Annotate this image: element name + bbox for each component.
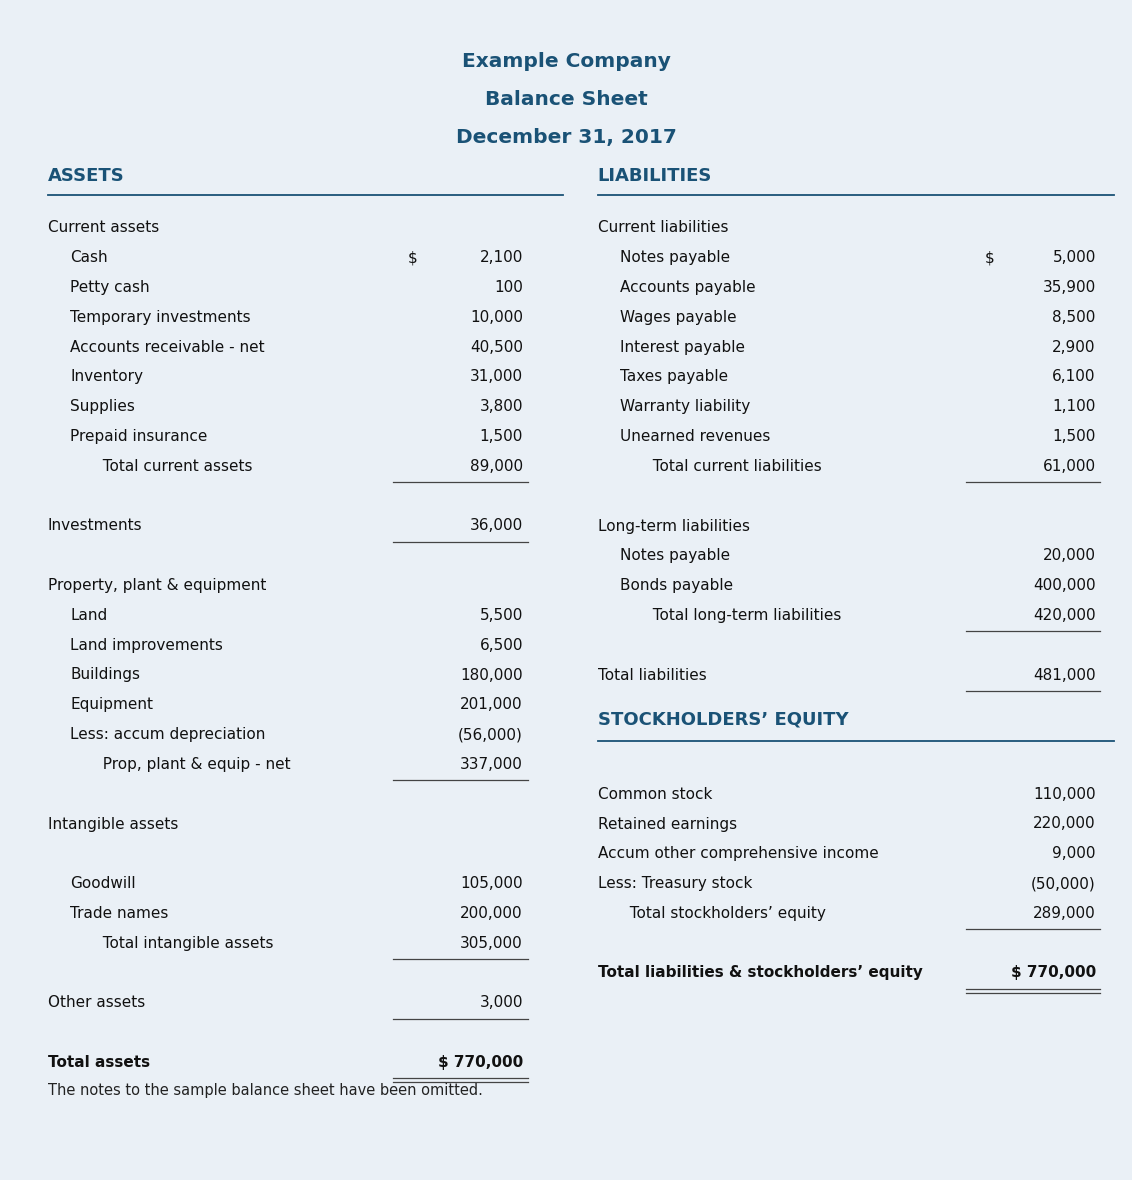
Text: Equipment: Equipment xyxy=(70,697,153,713)
Text: December 31, 2017: December 31, 2017 xyxy=(455,127,677,148)
Text: 1,500: 1,500 xyxy=(480,430,523,444)
Text: 420,000: 420,000 xyxy=(1034,608,1096,623)
Text: Unearned revenues: Unearned revenues xyxy=(620,430,771,444)
Text: 1,100: 1,100 xyxy=(1053,399,1096,414)
Text: $ 770,000: $ 770,000 xyxy=(438,1055,523,1070)
Text: 36,000: 36,000 xyxy=(470,518,523,533)
Text: 3,000: 3,000 xyxy=(480,995,523,1010)
Text: 481,000: 481,000 xyxy=(1034,668,1096,682)
Text: Prepaid insurance: Prepaid insurance xyxy=(70,430,207,444)
Text: 201,000: 201,000 xyxy=(461,697,523,713)
Text: STOCKHOLDERS’ EQUITY: STOCKHOLDERS’ EQUITY xyxy=(598,710,848,728)
Text: 8,500: 8,500 xyxy=(1053,310,1096,325)
Text: Common stock: Common stock xyxy=(598,787,712,801)
Text: 100: 100 xyxy=(494,280,523,295)
Text: Long-term liabilities: Long-term liabilities xyxy=(598,518,749,533)
Text: 9,000: 9,000 xyxy=(1053,846,1096,861)
Text: 31,000: 31,000 xyxy=(470,369,523,385)
Text: 3,800: 3,800 xyxy=(480,399,523,414)
Text: Total current assets: Total current assets xyxy=(93,459,252,474)
Text: 35,900: 35,900 xyxy=(1043,280,1096,295)
Text: 5,500: 5,500 xyxy=(480,608,523,623)
Text: 105,000: 105,000 xyxy=(461,876,523,891)
Text: Less: Treasury stock: Less: Treasury stock xyxy=(598,876,752,891)
Text: Trade names: Trade names xyxy=(70,906,169,920)
Text: 5,000: 5,000 xyxy=(1053,250,1096,266)
Text: Petty cash: Petty cash xyxy=(70,280,149,295)
Text: Example Company: Example Company xyxy=(462,52,670,71)
Text: Other assets: Other assets xyxy=(48,995,145,1010)
Text: The notes to the sample balance sheet have been omitted.: The notes to the sample balance sheet ha… xyxy=(48,1082,482,1097)
Text: $ 770,000: $ 770,000 xyxy=(1011,965,1096,981)
Text: Goodwill: Goodwill xyxy=(70,876,136,891)
Text: Taxes payable: Taxes payable xyxy=(620,369,729,385)
Text: Current liabilities: Current liabilities xyxy=(598,221,728,236)
Text: Inventory: Inventory xyxy=(70,369,143,385)
Text: 61,000: 61,000 xyxy=(1043,459,1096,474)
Text: Bonds payable: Bonds payable xyxy=(620,578,734,594)
Text: 180,000: 180,000 xyxy=(461,668,523,682)
Text: 400,000: 400,000 xyxy=(1034,578,1096,594)
Text: Buildings: Buildings xyxy=(70,668,140,682)
Text: (56,000): (56,000) xyxy=(458,727,523,742)
Text: Wages payable: Wages payable xyxy=(620,310,737,325)
Text: $: $ xyxy=(408,250,418,266)
Text: 20,000: 20,000 xyxy=(1043,549,1096,563)
Text: Total intangible assets: Total intangible assets xyxy=(93,936,273,951)
Text: 10,000: 10,000 xyxy=(470,310,523,325)
Text: Temporary investments: Temporary investments xyxy=(70,310,251,325)
Text: Property, plant & equipment: Property, plant & equipment xyxy=(48,578,266,594)
Text: 220,000: 220,000 xyxy=(1034,817,1096,832)
Text: Investments: Investments xyxy=(48,518,143,533)
Text: Notes payable: Notes payable xyxy=(620,549,730,563)
Text: 6,100: 6,100 xyxy=(1053,369,1096,385)
Text: 200,000: 200,000 xyxy=(461,906,523,920)
Text: Supplies: Supplies xyxy=(70,399,135,414)
Text: 2,100: 2,100 xyxy=(480,250,523,266)
Text: Less: accum depreciation: Less: accum depreciation xyxy=(70,727,266,742)
Text: Balance Sheet: Balance Sheet xyxy=(484,90,648,109)
Text: Total current liabilities: Total current liabilities xyxy=(643,459,822,474)
Text: 2,900: 2,900 xyxy=(1053,340,1096,355)
Text: 289,000: 289,000 xyxy=(1034,906,1096,920)
Text: 6,500: 6,500 xyxy=(480,637,523,653)
Text: Retained earnings: Retained earnings xyxy=(598,817,737,832)
Text: Total liabilities: Total liabilities xyxy=(598,668,706,682)
Text: Warranty liability: Warranty liability xyxy=(620,399,751,414)
Text: 89,000: 89,000 xyxy=(470,459,523,474)
Text: 1,500: 1,500 xyxy=(1053,430,1096,444)
Text: Cash: Cash xyxy=(70,250,108,266)
Text: 305,000: 305,000 xyxy=(461,936,523,951)
Text: 110,000: 110,000 xyxy=(1034,787,1096,801)
Text: Land: Land xyxy=(70,608,108,623)
Text: Total assets: Total assets xyxy=(48,1055,149,1070)
Text: Notes payable: Notes payable xyxy=(620,250,730,266)
Text: ASSETS: ASSETS xyxy=(48,168,125,185)
Text: Accum other comprehensive income: Accum other comprehensive income xyxy=(598,846,878,861)
Text: Accounts receivable - net: Accounts receivable - net xyxy=(70,340,265,355)
Text: $: $ xyxy=(985,250,995,266)
Text: Prop, plant & equip - net: Prop, plant & equip - net xyxy=(93,756,291,772)
Text: Total long-term liabilities: Total long-term liabilities xyxy=(643,608,841,623)
Text: Total stockholders’ equity: Total stockholders’ equity xyxy=(620,906,826,920)
Text: LIABILITIES: LIABILITIES xyxy=(598,168,712,185)
Text: Land improvements: Land improvements xyxy=(70,637,223,653)
Text: 337,000: 337,000 xyxy=(460,756,523,772)
Text: Accounts payable: Accounts payable xyxy=(620,280,756,295)
Text: Interest payable: Interest payable xyxy=(620,340,745,355)
Text: Total liabilities & stockholders’ equity: Total liabilities & stockholders’ equity xyxy=(598,965,923,981)
Text: (50,000): (50,000) xyxy=(1031,876,1096,891)
Text: Intangible assets: Intangible assets xyxy=(48,817,178,832)
Text: 40,500: 40,500 xyxy=(470,340,523,355)
Text: Current assets: Current assets xyxy=(48,221,158,236)
